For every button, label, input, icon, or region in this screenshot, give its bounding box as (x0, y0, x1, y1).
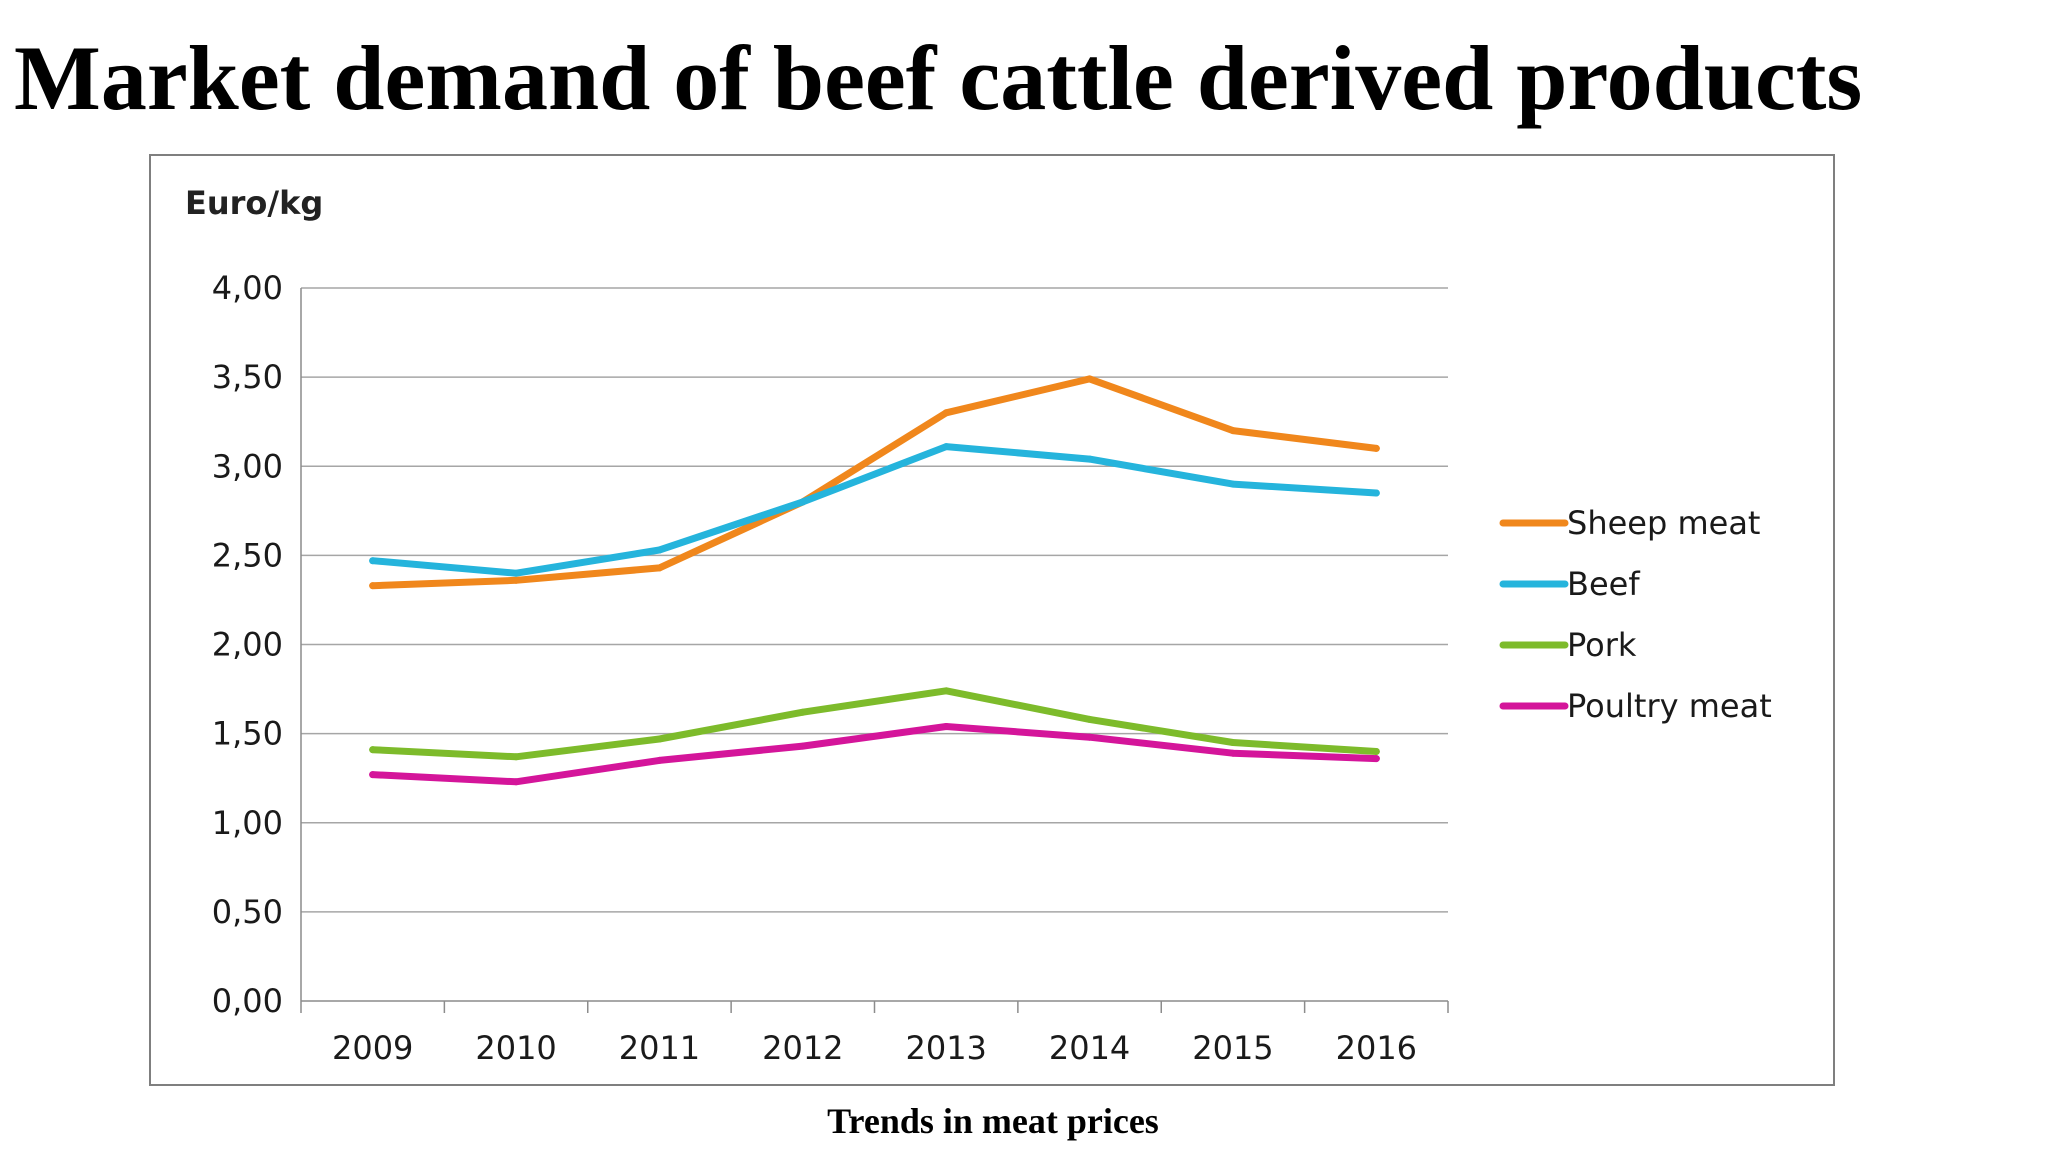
x-tick-label: 2009 (332, 1029, 413, 1067)
series-line-poultry-meat (369, 723, 1380, 786)
x-tick-label: 2010 (475, 1029, 556, 1067)
data-point (369, 557, 377, 565)
series-line-pork (369, 687, 1380, 761)
series-lines (369, 375, 1380, 786)
data-point (512, 576, 520, 584)
y-tick-label: 2,00 (212, 626, 283, 664)
data-point (1372, 747, 1380, 755)
legend-label: Beef (1567, 565, 1640, 603)
y-tick-label: 1,50 (212, 715, 283, 753)
grid-lines (301, 287, 1448, 913)
y-axis-unit-label: Euro/kg (185, 184, 323, 222)
x-tick-label: 2014 (1049, 1029, 1130, 1067)
data-point (369, 771, 377, 779)
data-point (369, 582, 377, 590)
data-point (942, 443, 950, 451)
data-point (512, 569, 520, 577)
data-point (1372, 489, 1380, 497)
y-tick-label: 2,50 (212, 536, 283, 574)
data-point (1229, 739, 1237, 747)
data-point (1086, 375, 1094, 383)
x-tick-label: 2013 (905, 1029, 986, 1067)
data-point (1229, 480, 1237, 488)
data-point (1372, 755, 1380, 763)
data-point (1086, 715, 1094, 723)
x-tick-label: 2011 (619, 1029, 700, 1067)
y-tick-label: 3,00 (212, 447, 283, 485)
chart-frame: Euro/kg 0,00 0,50 1,00 1,50 2,00 2,50 3,00 3,50… (149, 154, 1835, 1086)
y-tick-label: 0,00 (212, 982, 283, 1020)
data-point (942, 409, 950, 417)
chart-caption: Trends in meat prices (827, 1101, 1159, 1141)
data-point (799, 498, 807, 506)
y-tick-label: 3,50 (212, 358, 283, 396)
x-tick-label: 2015 (1192, 1029, 1273, 1067)
data-point (655, 546, 663, 554)
data-point (942, 687, 950, 695)
data-point (799, 742, 807, 750)
legend-label: Pork (1567, 626, 1637, 664)
legend-label: Poultry meat (1567, 687, 1772, 725)
data-point (512, 778, 520, 786)
axes: 0,00 0,50 1,00 1,50 2,00 2,50 3,00 3,50 4,00 2009… (212, 269, 1449, 1067)
data-point (655, 756, 663, 764)
y-tick-label: 1,00 (212, 804, 283, 842)
data-point (655, 735, 663, 743)
x-tick-label: 2012 (762, 1029, 843, 1067)
y-tick-label: 0,50 (212, 893, 283, 931)
data-point (1372, 444, 1380, 452)
y-tick-label: 4,00 (212, 269, 283, 307)
data-point (799, 708, 807, 716)
data-point (1086, 733, 1094, 741)
data-point (1229, 427, 1237, 435)
data-point (1086, 455, 1094, 463)
legend: Sheep meat Beef Pork Poultry meat (1499, 504, 1772, 725)
data-point (369, 746, 377, 754)
series-line-sheep-meat (369, 375, 1380, 590)
data-point (1229, 749, 1237, 757)
data-point (655, 564, 663, 572)
data-point (512, 753, 520, 761)
legend-label: Sheep meat (1567, 504, 1760, 542)
x-tick-label: 2016 (1336, 1029, 1417, 1067)
line-chart: Euro/kg 0,00 0,50 1,00 1,50 2,00 2,50 3,00 3,50… (185, 184, 1772, 1067)
slide-title: Market demand of beef cattle derived pro… (14, 27, 1863, 129)
data-point (942, 722, 950, 730)
series-line-beef (369, 443, 1380, 577)
